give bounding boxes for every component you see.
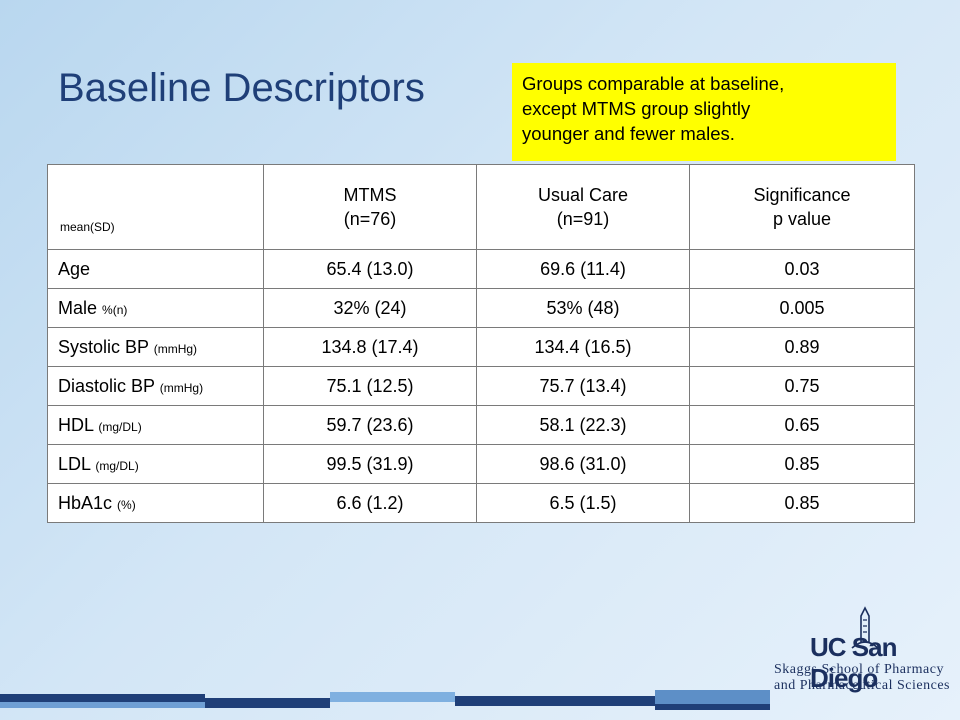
row-label-cell: Age [47, 249, 264, 289]
row-label-cell: Systolic BP (mmHg) [47, 327, 264, 367]
header-significance: Significance p value [689, 164, 915, 250]
header-line: Significance [753, 185, 851, 205]
table-row: Diastolic BP (mmHg) 75.1 (12.5) 75.7 (13.4… [47, 366, 915, 406]
note-line: Groups comparable at baseline, [522, 73, 785, 94]
row-label-cell: Male %(n) [47, 288, 264, 328]
footer-bar [455, 696, 655, 706]
logo-line: and Pharmaceutical Sciences [774, 678, 950, 693]
row-unit: (mmHg) [159, 380, 204, 395]
mtms-value: 99.5 (31.9) [263, 444, 477, 484]
header-usual-care: Usual Care (n=91) [476, 164, 690, 250]
callout-note: Groups comparable at baseline, except MT… [512, 63, 896, 161]
row-unit: (mg/DL) [98, 419, 142, 434]
usual-care-value: 75.7 (13.4) [476, 366, 690, 406]
header-line: Usual Care [537, 185, 629, 205]
logo-name: UC San Diego [810, 632, 897, 693]
mtms-value: 75.1 (12.5) [263, 366, 477, 406]
footer-bar [330, 692, 455, 702]
baseline-table: mean(SD) MTMS (n=76) Usual Care (n=91) S… [47, 164, 915, 523]
header-line: MTMS [343, 185, 397, 205]
mtms-value: 6.6 (1.2) [263, 483, 477, 523]
row-label: Systolic BP [58, 336, 149, 357]
p-value: 0.005 [689, 288, 915, 328]
footer-bar [0, 694, 205, 702]
usual-care-value: 53% (48) [476, 288, 690, 328]
page-title: Baseline Descriptors [58, 66, 425, 110]
usual-care-value: 69.6 (11.4) [476, 249, 690, 289]
footer-bar [655, 704, 770, 710]
mtms-value: 134.8 (17.4) [263, 327, 477, 367]
footer-bars [0, 688, 960, 720]
row-unit: (mmHg) [153, 341, 198, 356]
p-value: 0.75 [689, 366, 915, 406]
header-line: (n=76) [343, 209, 397, 229]
p-value: 0.65 [689, 405, 915, 445]
row-label-cell: HDL (mg/DL) [47, 405, 264, 445]
row-label: LDL [58, 453, 91, 474]
table-row: Male %(n) 32% (24) 53% (48) 0.005 [47, 288, 915, 328]
usual-care-value: 58.1 (22.3) [476, 405, 690, 445]
row-label: Age [58, 258, 91, 279]
table-row: HDL (mg/DL) 59.7 (23.6) 58.1 (22.3) 0.65 [47, 405, 915, 445]
corner-cell: mean(SD) [47, 164, 264, 250]
row-unit: (mg/DL) [95, 458, 139, 473]
logo-line: Skaggs School of Pharmacy [774, 662, 944, 677]
mtms-value: 32% (24) [263, 288, 477, 328]
footer-bar [205, 698, 330, 708]
header-line: (n=91) [556, 209, 610, 229]
table-row: HbA1c (%) 6.6 (1.2) 6.5 (1.5) 0.85 [47, 483, 915, 523]
row-label: Male [58, 297, 98, 318]
row-label: Diastolic BP [58, 375, 155, 396]
table-row: Age 65.4 (13.0) 69.6 (11.4) 0.03 [47, 249, 915, 289]
row-label-cell: Diastolic BP (mmHg) [47, 366, 264, 406]
header-mtms: MTMS (n=76) [263, 164, 477, 250]
note-line: younger and fewer males. [522, 123, 735, 144]
footer-bar [655, 690, 770, 704]
ucsd-logo: UC San Diego Skaggs School of Pharmacy a… [770, 606, 960, 693]
table-row: LDL (mg/DL) 99.5 (31.9) 98.6 (31.0) 0.85 [47, 444, 915, 484]
row-label: HDL [58, 414, 94, 435]
p-value: 0.85 [689, 444, 915, 484]
tower-icon [851, 606, 879, 649]
usual-care-value: 98.6 (31.0) [476, 444, 690, 484]
p-value: 0.85 [689, 483, 915, 523]
note-line: except MTMS group slightly [522, 98, 751, 119]
usual-care-value: 6.5 (1.5) [476, 483, 690, 523]
mtms-value: 59.7 (23.6) [263, 405, 477, 445]
p-value: 0.03 [689, 249, 915, 289]
row-unit: (%) [117, 497, 136, 512]
row-label: HbA1c [58, 492, 113, 513]
table-header-row: mean(SD) MTMS (n=76) Usual Care (n=91) S… [47, 164, 915, 250]
header-line: p value [772, 209, 832, 229]
row-label-cell: LDL (mg/DL) [47, 444, 264, 484]
mtms-value: 65.4 (13.0) [263, 249, 477, 289]
footer-bar [0, 702, 205, 708]
row-unit: %(n) [102, 302, 128, 317]
p-value: 0.89 [689, 327, 915, 367]
usual-care-value: 134.4 (16.5) [476, 327, 690, 367]
row-label-cell: HbA1c (%) [47, 483, 264, 523]
table-row: Systolic BP (mmHg) 134.8 (17.4) 134.4 (16.… [47, 327, 915, 367]
